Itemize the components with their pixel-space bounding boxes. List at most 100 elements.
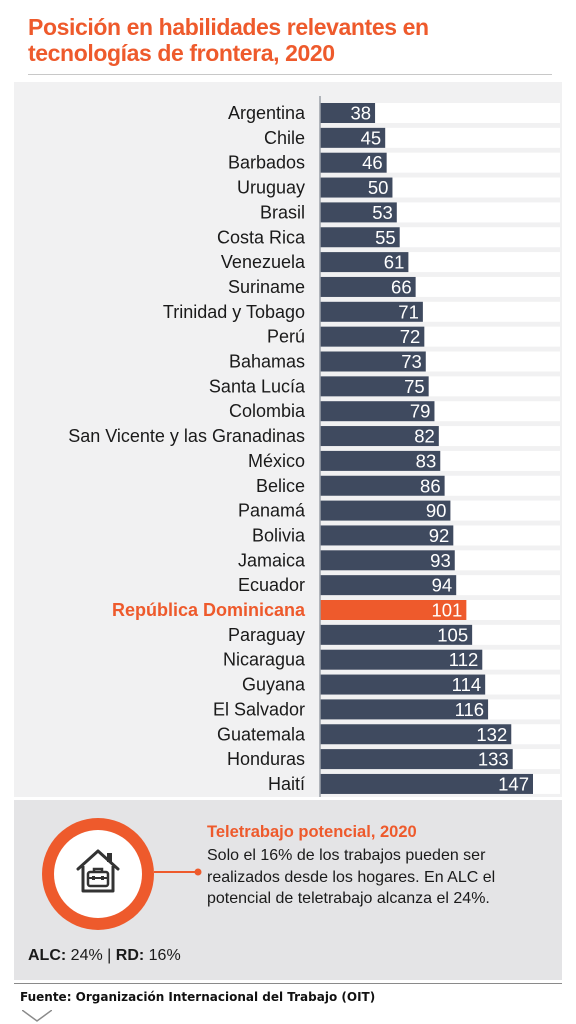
value-label: 116 [455, 699, 485, 720]
category-label: México [248, 451, 305, 471]
value-label: 93 [430, 550, 451, 571]
category-label: Panamá [238, 501, 306, 521]
value-label: 50 [368, 177, 389, 198]
bar-trinidad-y-tobago [320, 301, 423, 322]
source-pointer-icon [22, 1010, 52, 1022]
bar-honduras [320, 749, 513, 770]
bar-venezuela [320, 252, 409, 273]
bar-row-belice: Belice 86 [256, 475, 560, 496]
bar-row-nicaragua: Nicaragua 112 [223, 649, 560, 670]
ranking-bar-chart: Argentina 38 Chile 45 Barbados 46 Uruguay 50 Bra… [68, 96, 560, 797]
category-label: Ecuador [238, 575, 305, 595]
bar-row-suriname: Suriname 66 [228, 276, 560, 297]
bar-bolivia [320, 525, 454, 546]
value-label: 83 [416, 450, 437, 471]
rd-label: RD: [115, 947, 145, 964]
rd-value: 16% [148, 947, 181, 964]
bar-row-venezuela: Venezuela 61 [221, 252, 560, 273]
value-label: 38 [350, 103, 371, 124]
value-label: 105 [437, 624, 468, 645]
category-label: San Vicente y las Granadinas [68, 426, 305, 446]
category-label: Uruguay [237, 178, 305, 198]
value-label: 112 [449, 649, 479, 670]
category-label: Guyana [242, 675, 306, 695]
bar-row-paraguay: Paraguay 105 [228, 624, 560, 645]
summary-separator: | [107, 947, 112, 964]
category-label: Costa Rica [217, 227, 306, 247]
value-label: 94 [432, 575, 453, 596]
teleworking-heading: Teletrabajo potencial, 2020 [207, 823, 417, 841]
category-label: Belice [256, 476, 305, 496]
category-label: República Dominicana [112, 600, 306, 620]
bar-row-bolivia: Bolivia 92 [252, 525, 560, 546]
house-briefcase-icon [76, 849, 120, 893]
bar-belice [320, 475, 445, 496]
bar-row-haiti: Haití 147 [268, 773, 560, 794]
category-label: El Salvador [213, 699, 305, 719]
bar-row-chile: Chile 45 [264, 127, 560, 148]
title-divider [28, 74, 552, 75]
category-label: Colombia [229, 401, 306, 421]
bar-colombia [320, 401, 435, 422]
value-label: 45 [361, 127, 382, 148]
bar-san-vicente-y-las-granadinas [320, 426, 439, 447]
value-label: 90 [426, 500, 447, 521]
category-label: Venezuela [221, 252, 306, 272]
bar-peru [320, 326, 425, 347]
value-label: 114 [452, 674, 482, 695]
bar-track [320, 103, 560, 123]
bar-row-brasil: Brasil 53 [260, 202, 560, 223]
value-label: 73 [401, 351, 422, 372]
bar-row-argentina: Argentina 38 [228, 103, 560, 124]
bar-suriname [320, 276, 416, 297]
bar-barbados [320, 152, 387, 173]
value-label: 66 [391, 276, 412, 297]
bar-row-guatemala: Guatemala 132 [217, 724, 560, 745]
alc-label: ALC: [28, 947, 67, 964]
value-label: 53 [372, 202, 393, 223]
value-label: 46 [362, 152, 383, 173]
bar-chile [320, 127, 386, 148]
chart-title: Posición en habilidades relevantes en te… [28, 14, 429, 66]
bar-ecuador [320, 575, 457, 596]
bar-row-colombia: Colombia 79 [229, 401, 560, 422]
bar-jamaica [320, 550, 455, 571]
bar-row-barbados: Barbados 46 [228, 152, 560, 173]
bar-row-san-vicente-y-las-granadinas: San Vicente y las Granadinas 82 [68, 426, 560, 447]
category-label: Perú [267, 327, 305, 347]
category-label: Haití [268, 774, 305, 794]
teleworking-text: Solo el 16% de los trabajos pueden ser r… [207, 847, 496, 907]
icon-circle-inner [54, 830, 142, 918]
bar-santa-lucia [320, 376, 429, 397]
bar-row-jamaica: Jamaica 93 [238, 550, 560, 571]
category-label: Bolivia [252, 525, 306, 545]
bar-row-republica-dominicana: República Dominicana 101 [112, 600, 560, 621]
category-label: Paraguay [228, 625, 305, 645]
value-label: 133 [478, 749, 509, 770]
value-label: 61 [384, 252, 405, 273]
value-label: 147 [498, 773, 529, 794]
bar-row-santa-lucia: Santa Lucía 75 [209, 376, 560, 397]
value-label: 72 [400, 326, 421, 347]
category-label: Bahamas [229, 352, 305, 372]
source-divider [14, 983, 562, 984]
category-label: Barbados [228, 153, 305, 173]
bar-row-panama: Panamá 90 [238, 500, 560, 521]
bar-bahamas [320, 351, 426, 372]
category-label: Argentina [228, 103, 306, 123]
bar-row-mexico: México 83 [248, 450, 560, 471]
value-label: 101 [431, 600, 462, 621]
bar-guyana [320, 674, 486, 695]
bar-paraguay [320, 624, 473, 645]
bar-argentina [320, 103, 376, 123]
category-label: Chile [264, 128, 305, 148]
bar-row-ecuador: Ecuador 94 [238, 575, 560, 596]
bar-row-uruguay: Uruguay 50 [237, 177, 560, 198]
category-label: Nicaragua [223, 650, 306, 670]
bar-el-salvador [320, 699, 489, 720]
bar-row-peru: Perú 72 [267, 326, 560, 347]
bar-nicaragua [320, 649, 483, 670]
bar-row-bahamas: Bahamas 73 [229, 351, 560, 372]
bar-haiti [320, 773, 533, 794]
